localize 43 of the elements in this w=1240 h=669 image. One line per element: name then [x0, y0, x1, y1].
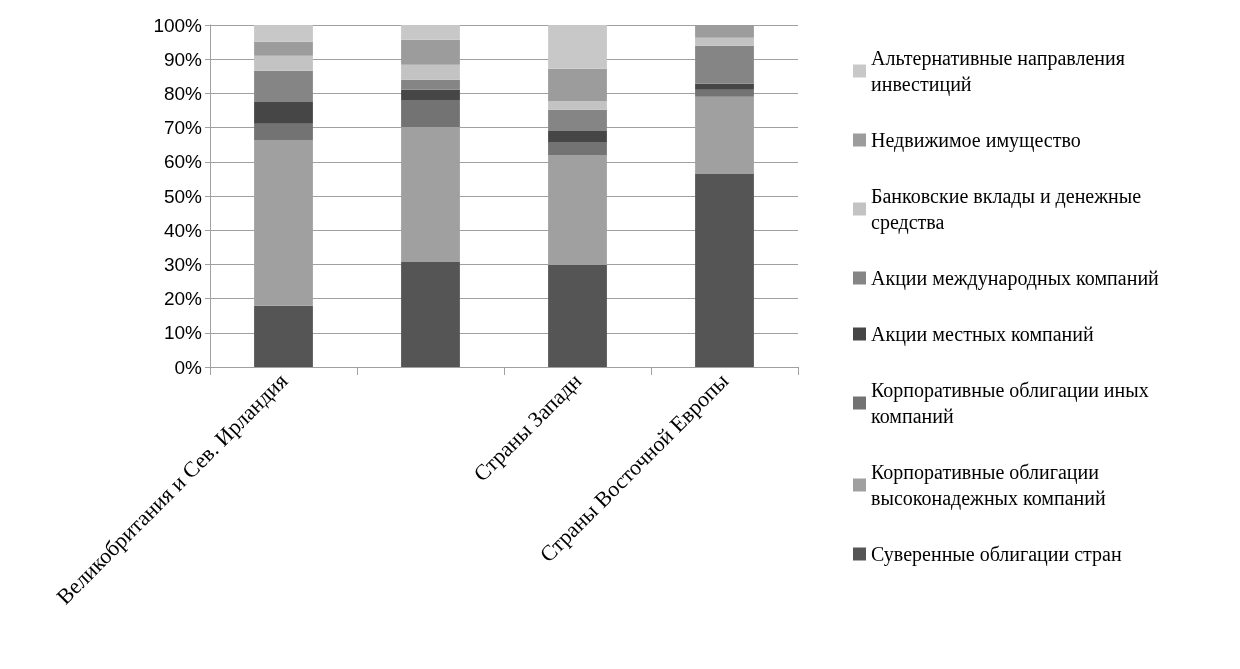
- bar: [695, 174, 754, 367]
- y-tick-label: 100%: [153, 14, 203, 36]
- bar: [695, 83, 754, 90]
- bar: [548, 25, 607, 69]
- y-tick-label: 10%: [163, 322, 203, 344]
- legend-label: Банковские вклады и денежные средства: [871, 185, 1142, 234]
- bar: [254, 305, 313, 367]
- bar: [401, 64, 460, 80]
- bar: [548, 141, 607, 155]
- bar: [695, 37, 754, 46]
- bar: [401, 79, 460, 90]
- legend-label: Корпоративные облигации высоконадежных компаний: [871, 461, 1107, 510]
- bar: [548, 109, 607, 132]
- bar: [548, 265, 607, 367]
- bar: [401, 89, 460, 100]
- y-tick-label: 80%: [163, 82, 203, 104]
- bar: [695, 89, 754, 97]
- y-tick-label: 90%: [163, 48, 203, 70]
- y-tick-label: 20%: [163, 288, 203, 310]
- bar: [254, 41, 313, 56]
- bar: [548, 131, 607, 142]
- legend-label: Альтернативные направления инвестиций: [871, 47, 1125, 96]
- legend-label: Акции местных компаний: [871, 323, 1095, 346]
- bar: [254, 70, 313, 102]
- bar: [401, 262, 460, 367]
- y-tick-label: 0%: [174, 356, 203, 378]
- legend-label: Суверенные облигации стран: [871, 543, 1122, 566]
- bar: [254, 123, 313, 140]
- y-tick-label: 50%: [163, 185, 203, 207]
- legend-label: Акции международных компаний: [871, 267, 1160, 290]
- y-tick-label: 30%: [163, 253, 203, 275]
- bar: [695, 45, 754, 84]
- y-tick-label: 40%: [163, 219, 203, 241]
- bar: [401, 25, 460, 40]
- y-tick-label: 70%: [163, 117, 203, 139]
- legend-label: Корпоративные облигации иных компаний: [871, 379, 1149, 427]
- y-tick-label: 60%: [163, 151, 203, 173]
- legend-label: Недвижимое имущество: [871, 129, 1081, 152]
- bar: [254, 55, 313, 71]
- bar: [548, 100, 607, 110]
- bar: [254, 101, 313, 124]
- bar: [401, 99, 460, 127]
- bar: [254, 25, 313, 42]
